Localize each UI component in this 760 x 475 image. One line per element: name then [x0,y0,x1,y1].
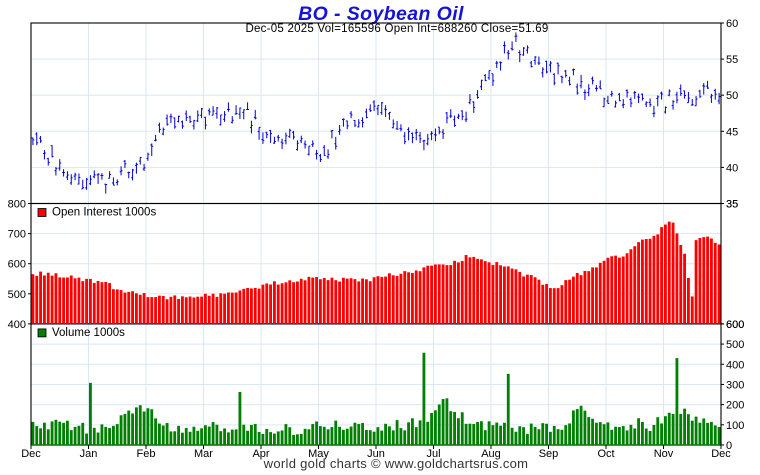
svg-text:Dec-05 2025 Vol=165596 Op: Dec-05 2025 Vol=165596 Open Int=688260 C… [245,23,548,35]
svg-text:Feb: Feb [137,448,156,460]
svg-text:700: 700 [8,229,26,241]
svg-text:Volume 1000s: Volume 1000s [52,327,125,339]
svg-text:Mar: Mar [194,448,213,460]
svg-text:40: 40 [726,162,738,174]
svg-text:Oct: Oct [597,448,614,460]
svg-text:Dec: Dec [21,448,41,460]
svg-text:500: 500 [726,339,744,351]
svg-text:500: 500 [8,289,26,301]
svg-text:200: 200 [726,400,744,412]
svg-text:60: 60 [726,18,738,30]
svg-text:400: 400 [726,359,744,371]
svg-text:800: 800 [8,199,26,211]
svg-text:55: 55 [726,54,738,66]
svg-text:Open Interest 1000s: Open Interest 1000s [52,207,156,219]
svg-text:400: 400 [8,319,26,331]
svg-text:50: 50 [726,90,738,102]
svg-text:Sep: Sep [539,448,559,460]
svg-text:BO - Soybean Oil: BO - Soybean Oil [298,3,464,25]
svg-text:600: 600 [8,259,26,271]
svg-text:300: 300 [726,379,744,391]
svg-text:Jan: Jan [80,448,98,460]
svg-text:45: 45 [726,126,738,138]
svg-text:600: 600 [726,319,744,331]
svg-text:world gold charts © www.goldch: world gold charts © www.goldchartsrus.co… [263,456,529,471]
svg-text:100: 100 [726,420,744,432]
svg-text:Nov: Nov [654,448,674,460]
svg-text:Dec: Dec [711,448,731,460]
svg-text:35: 35 [726,199,738,211]
